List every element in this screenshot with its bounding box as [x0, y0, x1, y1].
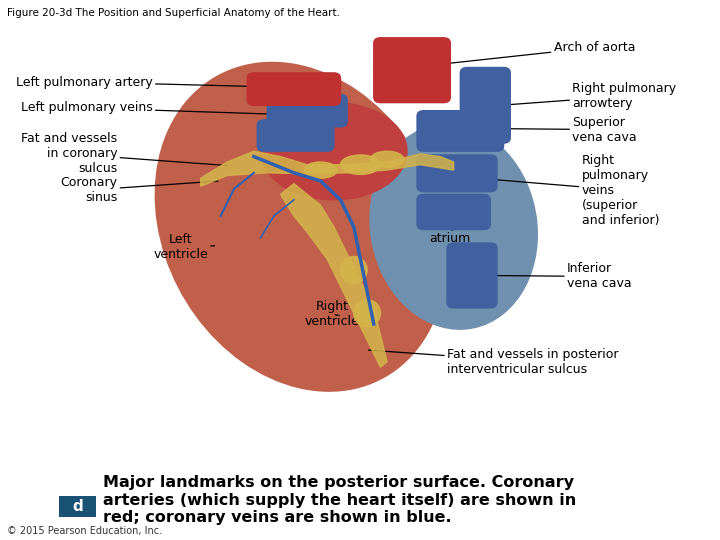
FancyBboxPatch shape: [460, 68, 510, 143]
Text: Right
atrium: Right atrium: [429, 217, 470, 245]
FancyBboxPatch shape: [247, 73, 341, 105]
Ellipse shape: [341, 155, 380, 174]
Polygon shape: [201, 151, 454, 186]
Text: Right pulmonary
arrowtery: Right pulmonary arrowtery: [467, 82, 676, 110]
Polygon shape: [281, 184, 387, 367]
FancyBboxPatch shape: [257, 120, 334, 151]
Text: Coronary
sinus: Coronary sinus: [60, 176, 218, 204]
FancyBboxPatch shape: [417, 155, 497, 192]
FancyBboxPatch shape: [267, 94, 347, 127]
Text: Inferior
vena cava: Inferior vena cava: [480, 262, 631, 291]
Ellipse shape: [374, 57, 427, 89]
Ellipse shape: [370, 151, 404, 167]
FancyBboxPatch shape: [417, 111, 503, 151]
Text: Arch of aorta: Arch of aorta: [413, 41, 635, 67]
Text: Left
ventricle: Left ventricle: [153, 233, 215, 261]
Text: d: d: [72, 499, 83, 514]
Text: Fat and vessels in posterior
interventricular sulcus: Fat and vessels in posterior interventri…: [369, 348, 618, 376]
Text: Left pulmonary artery: Left pulmonary artery: [16, 76, 291, 89]
FancyBboxPatch shape: [374, 38, 450, 103]
Ellipse shape: [354, 300, 380, 327]
Text: Fat and vessels
in coronary
sulcus: Fat and vessels in coronary sulcus: [22, 132, 228, 176]
Ellipse shape: [261, 103, 407, 200]
Text: Superior
vena cava: Superior vena cava: [488, 116, 636, 144]
Ellipse shape: [341, 256, 367, 284]
Text: Left pulmonary veins: Left pulmonary veins: [21, 102, 281, 114]
Text: Figure 20-3d The Position and Superficial Anatomy of the Heart.: Figure 20-3d The Position and Superficia…: [7, 8, 340, 18]
Text: © 2015 Pearson Education, Inc.: © 2015 Pearson Education, Inc.: [7, 525, 162, 536]
Ellipse shape: [370, 124, 537, 329]
Text: Right
ventricle: Right ventricle: [305, 300, 360, 328]
FancyBboxPatch shape: [447, 243, 497, 308]
Ellipse shape: [156, 63, 446, 391]
Text: Right
pulmonary
veins
(superior
and inferior): Right pulmonary veins (superior and infe…: [493, 153, 659, 227]
Ellipse shape: [304, 162, 337, 178]
Text: Left
atrium: Left atrium: [294, 141, 336, 170]
FancyBboxPatch shape: [417, 194, 490, 230]
Text: Major landmarks on the posterior surface. Coronary
arteries (which supply the he: Major landmarks on the posterior surface…: [103, 475, 576, 525]
